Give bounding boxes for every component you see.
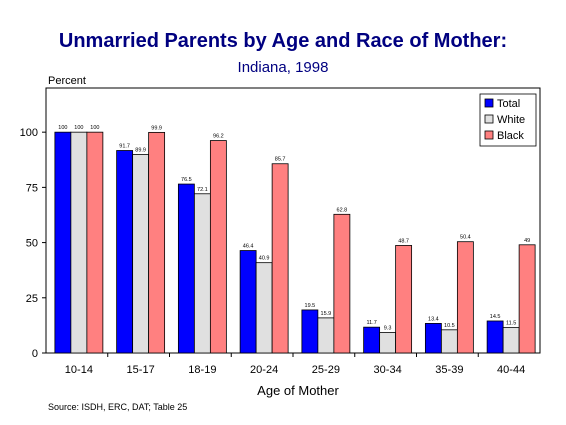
bar-black [148, 131, 166, 354]
y-tick-label: 50 [26, 238, 38, 250]
bar-black [456, 241, 474, 354]
data-label: 50.4 [460, 235, 471, 241]
chart-title: Unmarried Parents by Age and Race of Mot… [58, 30, 508, 52]
data-label: 48.7 [398, 238, 409, 244]
data-label: 85.7 [275, 157, 286, 163]
bar-total [239, 250, 257, 354]
legend-label: White [497, 114, 525, 126]
bar-black [86, 131, 104, 354]
y-tick-label: 75 [26, 182, 38, 194]
data-label: 11.7 [366, 320, 376, 326]
bar-white [379, 332, 397, 354]
bar-white [193, 193, 211, 354]
x-tick-label: 30-34 [374, 364, 402, 376]
data-label: 91.7 [119, 143, 130, 149]
x-tick-label: 25-29 [312, 364, 340, 376]
data-label: 14.5 [490, 314, 501, 320]
data-label: 46.4 [243, 244, 254, 250]
data-label: 89.9 [135, 147, 146, 153]
bar-total [54, 131, 72, 354]
bar-total [177, 183, 195, 354]
data-label: 72.1 [197, 187, 208, 193]
bar-total [363, 326, 381, 354]
data-label: 99.9 [151, 125, 162, 131]
legend-swatch [484, 98, 494, 108]
bar-white [317, 317, 335, 354]
y-tick-label: 25 [26, 293, 38, 305]
x-tick-label: 10-14 [65, 364, 93, 376]
x-axis-label: Age of Mother [257, 383, 339, 398]
bar-total [424, 323, 442, 354]
x-tick-label: 40-44 [497, 364, 525, 376]
x-tick-label: 15-17 [127, 364, 155, 376]
data-label: 62.8 [337, 207, 348, 213]
bar-black [209, 140, 227, 354]
bar-white [502, 327, 520, 354]
bar-white [70, 131, 88, 354]
y-tick-label: 100 [20, 127, 38, 139]
data-label: 9.3 [384, 325, 392, 331]
source-note: Source: ISDH, ERC, DAT; Table 25 [48, 402, 188, 412]
bar-black [518, 244, 536, 354]
data-label: 100 [90, 125, 99, 131]
data-label: 40.9 [259, 256, 270, 262]
data-label: 11.5 [506, 321, 516, 327]
data-label: 13.4 [428, 316, 439, 322]
legend-label: Total [497, 98, 520, 110]
legend-swatch [484, 114, 494, 124]
data-label: 15.9 [321, 311, 332, 317]
bar-white [255, 262, 273, 354]
bar-black [333, 213, 351, 354]
bar-black [271, 163, 289, 354]
y-tick-label: 0 [32, 348, 38, 360]
x-tick-label: 20-24 [250, 364, 278, 376]
data-label: 10.5 [444, 323, 455, 329]
bar-total [116, 150, 134, 354]
data-label: 96.2 [213, 134, 224, 140]
data-label: 49 [524, 238, 530, 244]
legend-label: Black [497, 130, 524, 142]
bar-total [486, 320, 504, 354]
data-label: 100 [74, 125, 83, 131]
data-label: 76.5 [181, 177, 192, 183]
bar-white [132, 154, 150, 354]
y-axis-label: Percent [48, 75, 86, 87]
chart-subtitle: Indiana, 1998 [237, 59, 329, 76]
x-tick-label: 18-19 [188, 364, 216, 376]
x-tick-label: 35-39 [435, 364, 463, 376]
legend-swatch [484, 130, 494, 140]
bar-white [440, 329, 458, 354]
data-label: 100 [58, 125, 67, 131]
bar-black [395, 245, 413, 354]
data-label: 19.5 [305, 303, 316, 309]
bar-total [301, 309, 319, 354]
